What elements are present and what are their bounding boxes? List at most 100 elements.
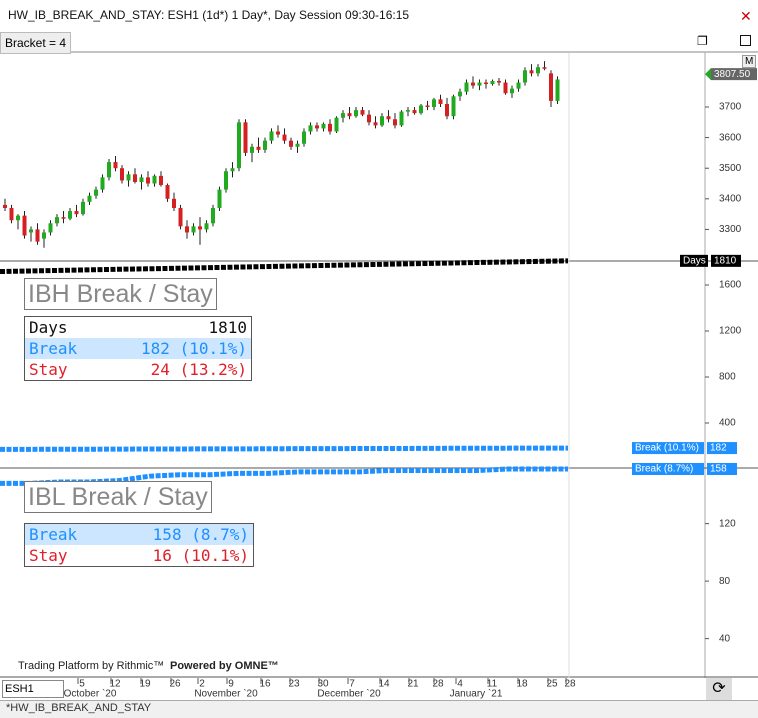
restore-button[interactable]: ❐ [697,34,708,48]
value-flag [711,68,757,81]
ibl-table: Break 158 (8.7%) Stay 16 (10.1%) [24,523,254,567]
candle-body [399,111,404,126]
candle-body [61,217,66,219]
candle-body [81,201,85,215]
candle-body [74,211,79,215]
candle-body [55,217,59,224]
x-tick-label: 9 [228,679,234,690]
candle-body [406,110,410,112]
candle-body [354,110,358,117]
maximize-button[interactable] [740,35,751,46]
candle-body [224,171,228,190]
x-tick-label: 18 [516,679,528,690]
candle-body [29,229,33,233]
x-tick-label: 23 [288,679,300,690]
candle-body [328,123,332,132]
candle-body [373,122,378,126]
candle-body [295,143,300,147]
candle-body [464,82,469,92]
candle-body [237,122,241,169]
value-flag [632,442,704,455]
value-flag-label: Break (8.7%) [635,464,693,475]
candle-body [490,81,495,85]
candle-body [549,73,553,101]
x-tick-label: 26 [169,679,181,690]
candle-body [100,177,105,190]
candle-body [360,110,365,115]
candle-body [451,96,456,117]
candle-body [230,168,235,172]
title-bar [0,0,758,32]
table-row: Break 182 (10.1%) [25,338,251,359]
value-flag-label: 3807.50 [714,69,751,80]
candle-body [48,223,53,233]
candle-body [503,82,508,94]
ibh-title: IBH Break / Stay [24,278,217,310]
table-row: Break 158 (8.7%) [25,524,253,545]
candle-body [555,79,560,101]
candle-body [152,175,157,184]
candle-body [419,105,423,114]
x-tick-label: 2 [199,679,205,690]
candle-body [523,70,527,83]
y-tick-label: 3300 [719,224,742,235]
candle-body [315,125,319,129]
scale-button[interactable]: M [742,55,757,68]
ibl-title: IBL Break / Stay [24,481,212,513]
cell: Stay [29,360,68,379]
candle-body [471,82,475,86]
x-tick-label: 19 [139,679,151,690]
value-flag [632,463,704,475]
candle-body [516,82,521,89]
y-tick-label: 40 [719,633,731,644]
x-tick-label: 12 [109,679,121,690]
symbol-box[interactable]: ESH1 [2,680,64,698]
y-tick-label: 3700 [719,102,742,113]
cell: 182 (10.1%) [141,339,247,358]
cell: Break [29,339,78,358]
y-tick-label: 1600 [719,280,742,291]
candle-body [217,189,222,208]
bracket-button[interactable]: Bracket = 4 [0,32,72,54]
refresh-button[interactable]: ⟳ [706,678,732,700]
candle-body [484,82,488,85]
y-tick-label: 800 [719,372,736,383]
candle-body [432,99,436,108]
table-row: Days 1810 [25,317,251,338]
table-row: Stay 16 (10.1%) [25,545,253,566]
candle-body [250,146,254,153]
candle-body [536,67,540,74]
candle-body [497,81,501,83]
x-tick-label: 5 [79,679,85,690]
candle-body [477,82,482,86]
candle-body [139,177,144,182]
candle-body [35,229,40,242]
x-tick-label: 7 [349,679,355,690]
month-label: November `20 [194,688,258,700]
x-tick-label: 25 [546,679,558,690]
ibh-table: Days 1810 Break 182 (10.1%) Stay 24 (13.2%) [24,316,252,381]
x-tick-label: 28 [564,679,576,690]
close-button[interactable]: ✕ [740,8,752,24]
candle-body [198,226,202,230]
sheet-tab[interactable]: *HW_IB_BREAK_AND_STAY [6,702,152,714]
candle-body [334,117,339,132]
value-flag-label: Break (10.1%) [635,443,699,454]
value-flag-label: 182 [710,443,727,454]
x-tick-label: 4 [457,679,463,690]
y-tick-label: 3600 [719,132,742,143]
candle-body [146,177,150,184]
month-label: October `20 [64,688,117,700]
candle-body [282,134,287,141]
y-tick-label: 400 [719,418,736,429]
candle-body [425,105,430,108]
candle-body [16,215,20,221]
candle-body [165,185,170,199]
candle-body [113,162,118,169]
tab-strip [0,700,758,718]
candle-body [269,131,274,141]
candle-body [276,131,280,135]
cell: Days [29,318,68,337]
candle-body [126,174,131,181]
